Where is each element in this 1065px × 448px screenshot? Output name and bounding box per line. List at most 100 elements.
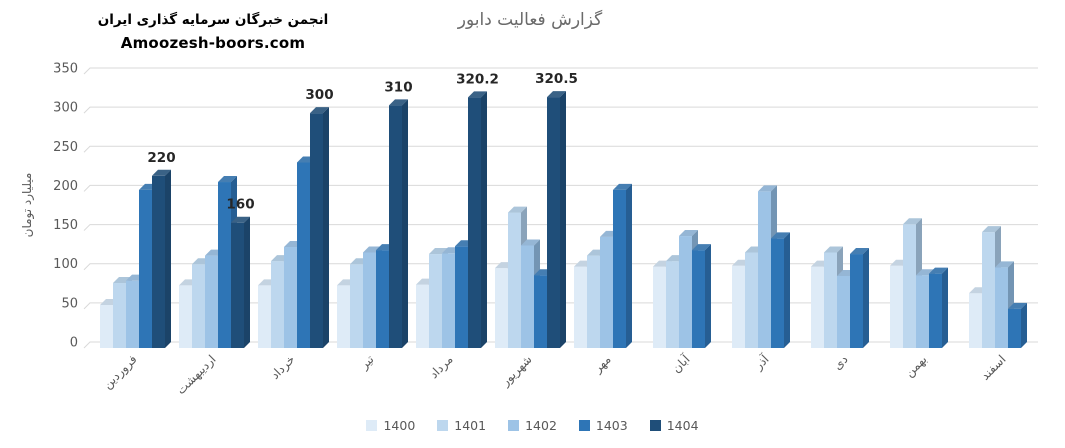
bar-front-face (337, 285, 350, 348)
y-tick-label-100: 100 (53, 257, 78, 272)
legend-swatch-1403 (578, 420, 590, 431)
bar-front-face (468, 97, 481, 349)
bar-front-face (297, 162, 310, 348)
bar-front-face (824, 252, 837, 348)
bar-1404-تیر (389, 99, 408, 348)
bar-top-face (547, 91, 566, 98)
chart-title: گزارش فعالیت دابور (457, 10, 603, 30)
data-label-1404-تیر: 310 (384, 79, 412, 95)
site-url-text: Amoozesh-boors.com (120, 34, 306, 52)
bar-top-face (389, 99, 408, 106)
bar-front-face (521, 245, 534, 348)
bar-front-face (995, 267, 1008, 348)
legend-label-1400: 1400 (383, 418, 416, 433)
gridline-200 (83, 184, 1038, 192)
org-name-text: انجمن خبرگان سرمایه گذاری ایران (97, 12, 329, 28)
bar-1403-بهمن (929, 267, 948, 348)
bar-front-face (350, 264, 363, 348)
bar-front-face (534, 275, 547, 348)
bar-1403-آبان (692, 244, 711, 348)
bar-front-face (389, 105, 402, 348)
y-tick-label-300: 300 (53, 101, 78, 116)
bar-front-face (429, 254, 442, 348)
legend-label-1403: 1403 (595, 418, 628, 433)
bar-side-face (244, 216, 250, 348)
y-tick-label-250: 250 (53, 140, 78, 155)
bar-side-face (705, 244, 711, 348)
bar-top-face (903, 218, 922, 225)
bar-front-face (745, 252, 758, 348)
bar-1403-آذر (771, 232, 790, 348)
gridline-250 (83, 145, 1038, 153)
bar-front-face (152, 175, 165, 348)
y-tick-label-350: 350 (53, 62, 78, 77)
bar-1404-فروردین (152, 169, 171, 348)
bar-top-face (613, 183, 632, 190)
bar-side-face (481, 91, 487, 349)
legend-item-1404: 1404 (649, 418, 699, 433)
bar-front-face (574, 266, 587, 348)
x-tick-label-4: تیر (356, 352, 377, 373)
bar-front-face (139, 189, 152, 348)
bar-top-face (508, 206, 527, 213)
bar-side-face (402, 99, 408, 348)
bar-front-face (547, 97, 560, 348)
legend-item-1401: 1401 (437, 418, 486, 433)
bar-side-face (165, 169, 171, 348)
bar-group-8 (653, 230, 711, 348)
bar-front-face (218, 182, 231, 348)
bar-1403-دی (850, 248, 869, 348)
bar-group-1: 220 (100, 150, 176, 348)
bar-front-face (837, 275, 850, 348)
chart-legend: 1400 1401 1402 1403 1404 (0, 418, 1065, 433)
gridline-50 (83, 302, 1038, 310)
bar-group-10 (811, 246, 869, 348)
x-tick-label-11: بهمن (902, 352, 930, 380)
bar-1404-شهریور (547, 91, 566, 348)
bar-group-2: 160 (179, 176, 255, 348)
bar-front-face (679, 236, 692, 348)
gridline-150 (83, 224, 1038, 231)
bar-top-face (468, 91, 487, 98)
bar-front-face (982, 232, 995, 348)
legend-swatch-1402 (508, 420, 520, 431)
bar-top-face (679, 230, 698, 237)
bar-top-face (310, 107, 329, 114)
x-tick-label-1: فروردین (100, 352, 140, 392)
bar-group-3: 300 (258, 87, 334, 349)
bar-front-face (179, 285, 192, 348)
bar-side-face (863, 248, 869, 348)
legend-swatch-1404 (649, 420, 661, 431)
x-tick-label-5: مرداد (427, 352, 457, 382)
bar-front-face (666, 261, 679, 348)
bar-front-face (508, 212, 521, 348)
x-tick-label-6: شهریور (497, 352, 535, 390)
bar-top-face (929, 267, 948, 274)
bar-front-face (587, 255, 600, 348)
legend-label-1404: 1404 (666, 418, 699, 433)
bar-1404-خرداد (310, 107, 329, 349)
bar-front-face (1008, 308, 1021, 348)
bar-group-5: 320.2 (416, 71, 499, 349)
bar-1404-مرداد (468, 91, 487, 349)
bar-front-face (600, 236, 613, 348)
data-label-1404-فروردین: 220 (147, 150, 175, 166)
bar-front-face (929, 273, 942, 348)
legend-item-1400: 1400 (366, 418, 415, 433)
bar-front-face (271, 261, 284, 348)
y-tick-label-0: 0 (70, 336, 78, 351)
bar-front-face (613, 189, 626, 348)
bar-front-face (258, 285, 271, 348)
bar-front-face (231, 222, 244, 348)
bar-front-face (113, 283, 126, 348)
bar-top-face (692, 244, 711, 251)
bar-group-12 (969, 226, 1027, 348)
x-tick-label-10: دی (830, 352, 850, 372)
bar-front-face (653, 266, 666, 348)
data-label-1404-خرداد: 300 (305, 87, 333, 103)
bar-side-face (1021, 302, 1027, 348)
bar-front-face (771, 238, 784, 348)
bar-top-face (152, 169, 171, 176)
bar-top-face (218, 176, 237, 183)
